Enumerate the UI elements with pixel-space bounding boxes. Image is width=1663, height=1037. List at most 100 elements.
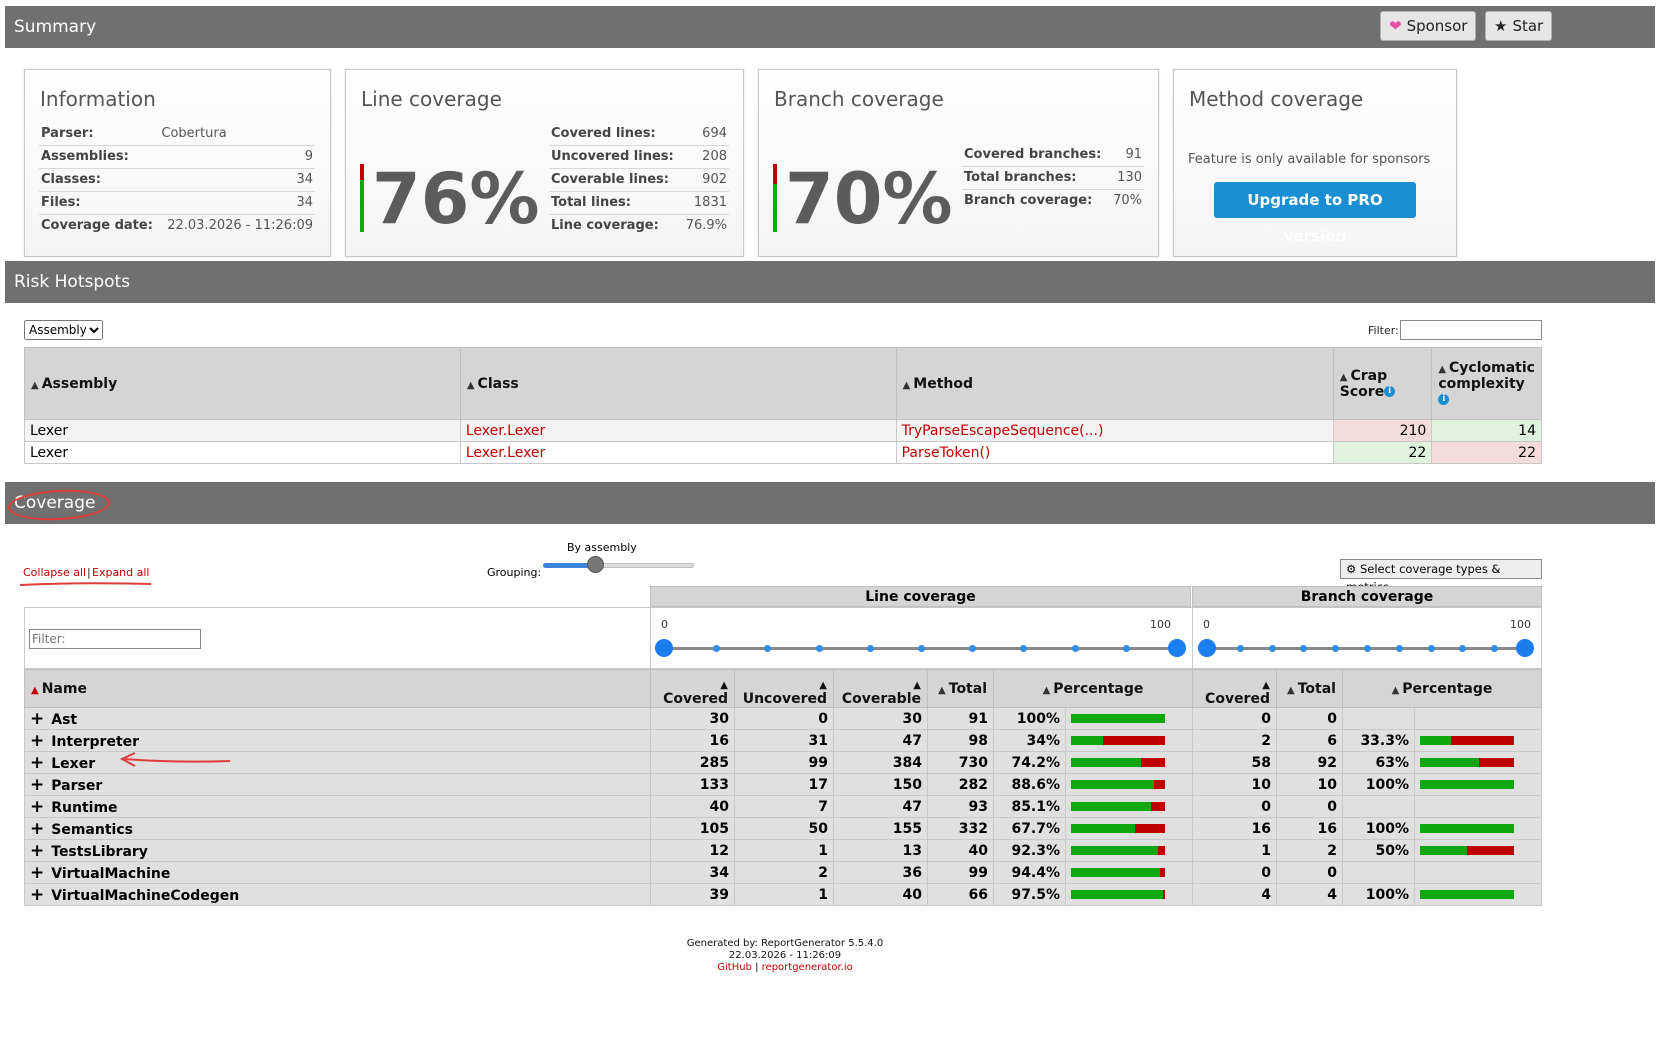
col-branch-percentage[interactable]: ▲︎ Percentage xyxy=(1341,669,1543,708)
info-value: 22.03.2026 - 11:26:09 xyxy=(167,218,313,234)
reportgenerator-link[interactable]: reportgenerator.io xyxy=(761,962,853,973)
sort-icon: ▲︎ xyxy=(819,680,827,691)
branch-coverage-bar xyxy=(1420,890,1515,899)
expand-plus-icon[interactable]: + xyxy=(30,884,45,905)
info-icon[interactable]: i xyxy=(1384,386,1396,397)
branch-coverage-bar-fill xyxy=(1420,780,1515,789)
coverage-row[interactable]: + Parser 133 17 150 282 88.6% 10 10 100% xyxy=(24,773,1542,796)
col-cyclomatic[interactable]: ▲︎ Cyclomatic complexity i xyxy=(1431,347,1542,420)
expand-plus-icon[interactable]: + xyxy=(30,818,45,839)
col-assembly[interactable]: ▲︎ Assembly xyxy=(24,347,461,420)
branch-range-min-handle[interactable] xyxy=(1198,639,1216,657)
coverage-filter-input[interactable] xyxy=(29,629,201,649)
range-tick-dot xyxy=(1427,645,1435,652)
expand-plus-icon[interactable]: + xyxy=(30,752,45,773)
risk-class-link[interactable]: Lexer.Lexer xyxy=(459,441,897,464)
expand-plus-icon[interactable]: + xyxy=(30,708,45,729)
coverage-bar xyxy=(1071,780,1166,789)
info-key: Coverage date: xyxy=(41,218,153,234)
coverage-name-cell[interactable]: + Parser xyxy=(24,773,651,796)
col-total[interactable]: ▲︎ Total xyxy=(927,669,994,708)
coverage-row[interactable]: + VirtualMachine 34 2 36 99 94.4% 0 0 xyxy=(24,861,1542,884)
line-coverage-table: Covered lines: 694 Uncovered lines: 208 Co… xyxy=(549,122,729,237)
information-table: Parser: Cobertura Assemblies: 9 Classes: 34… xyxy=(39,122,315,237)
branch-coverage-bar-fill xyxy=(1420,846,1468,855)
coverage-name-cell[interactable]: + Ast xyxy=(24,707,651,730)
branch-range-max-handle[interactable] xyxy=(1516,639,1534,657)
footer-links: GitHub | reportgenerator.io xyxy=(5,962,1565,974)
risk-filter-input[interactable] xyxy=(1400,320,1542,340)
star-label: Star xyxy=(1512,17,1544,35)
col-method[interactable]: ▲︎ Method xyxy=(895,347,1334,420)
expand-all-link[interactable]: Expand all xyxy=(92,566,150,579)
info-value: 34 xyxy=(159,191,315,215)
coverable-cell: 384 xyxy=(833,751,928,774)
coverage-row[interactable]: + VirtualMachineCodegen 39 1 40 66 97.5% 4 4 100% xyxy=(24,883,1542,906)
coverage-row[interactable]: + Semantics 105 50 155 332 67.7% 16 16 100% xyxy=(24,817,1542,840)
col-branch-total[interactable]: ▲︎ Total xyxy=(1275,669,1343,708)
star-button[interactable]: ★ Star xyxy=(1485,11,1553,41)
assembly-name: TestsLibrary xyxy=(51,843,148,860)
expand-plus-icon[interactable]: + xyxy=(30,730,45,751)
coverable-cell: 150 xyxy=(833,773,928,796)
col-crap-score[interactable]: ▲︎ Crap Score i xyxy=(1332,347,1433,420)
branch-total-cell: 0 xyxy=(1275,861,1343,884)
branch-coverage-bar xyxy=(1420,736,1515,745)
line-range-max: 100 xyxy=(1150,618,1171,631)
info-value: Cobertura xyxy=(159,122,315,146)
assembly-name: VirtualMachine xyxy=(51,865,171,882)
coverage-name-cell[interactable]: + Runtime xyxy=(24,795,651,818)
sort-icon: ▲︎ xyxy=(1042,684,1051,696)
expand-plus-icon[interactable]: + xyxy=(30,796,45,817)
risk-grouping-select[interactable]: Assembly xyxy=(24,320,103,340)
total-cell: 93 xyxy=(927,795,994,818)
sort-icon: ▲︎ xyxy=(902,379,911,391)
select-coverage-types-button[interactable]: ⚙ Select coverage types & metrics xyxy=(1340,559,1542,594)
github-link[interactable]: GitHub xyxy=(717,962,752,973)
branch-percentage-cell: 63% xyxy=(1341,751,1416,774)
col-class[interactable]: ▲︎ Class xyxy=(459,347,897,420)
coverage-row[interactable]: + Runtime 40 7 47 93 85.1% 0 0 xyxy=(24,795,1542,818)
coverage-row[interactable]: + Interpreter 16 31 47 98 34% 2 6 33.3% xyxy=(24,729,1542,752)
risk-method-link[interactable]: TryParseEscapeSequence(...) xyxy=(895,419,1334,442)
collapse-all-link[interactable]: Collapse all xyxy=(23,566,87,579)
col-percentage[interactable]: ▲︎ Percentage xyxy=(993,669,1193,708)
coverage-name-cell[interactable]: + VirtualMachineCodegen xyxy=(24,883,651,906)
info-value: 34 xyxy=(159,168,315,192)
sponsor-button[interactable]: ❤ Sponsor xyxy=(1380,11,1477,41)
star-icon: ★ xyxy=(1494,17,1508,35)
expand-plus-icon[interactable]: + xyxy=(30,774,45,795)
coverage-row[interactable]: + Lexer 285 99 384 730 74.2% 58 92 63% xyxy=(24,751,1542,774)
grouping-slider-handle[interactable] xyxy=(587,556,604,573)
upgrade-pro-button[interactable]: Upgrade to PRO version xyxy=(1214,182,1416,245)
sort-asc-icon: ▲ xyxy=(31,684,39,696)
col-branch-covered[interactable]: ▲︎ Covered xyxy=(1191,669,1277,708)
info-icon[interactable]: i xyxy=(1438,394,1450,405)
line-range-min-handle[interactable] xyxy=(655,639,673,657)
uncovered-cell: 31 xyxy=(734,729,834,752)
risk-method-link[interactable]: ParseToken() xyxy=(895,441,1334,464)
expand-plus-icon[interactable]: + xyxy=(30,840,45,861)
branch-bar-cell xyxy=(1414,817,1542,840)
assembly-name: Parser xyxy=(51,777,103,794)
col-covered[interactable]: ▲︎ Covered xyxy=(650,669,735,708)
coverage-name-cell[interactable]: + TestsLibrary xyxy=(24,839,651,862)
covered-cell: 285 xyxy=(650,751,735,774)
method-coverage-note: Feature is only available for sponsors xyxy=(1188,152,1431,167)
expand-plus-icon[interactable]: + xyxy=(30,862,45,883)
risk-class-link[interactable]: Lexer.Lexer xyxy=(459,419,897,442)
coverage-name-cell[interactable]: + Semantics xyxy=(24,817,651,840)
coverage-row[interactable]: + Ast 30 0 30 91 100% 0 0 xyxy=(24,707,1542,730)
coverage-row[interactable]: + TestsLibrary 12 1 13 40 92.3% 1 2 50% xyxy=(24,839,1542,862)
covered-cell: 40 xyxy=(650,795,735,818)
coverage-name-cell[interactable]: + Interpreter xyxy=(24,729,651,752)
col-covered-label: Covered xyxy=(663,691,728,707)
divider xyxy=(1192,607,1193,669)
branch-key: Branch coverage: xyxy=(964,193,1093,209)
coverage-name-cell[interactable]: + VirtualMachine xyxy=(24,861,651,884)
col-uncovered[interactable]: ▲︎ Uncovered xyxy=(734,669,834,708)
col-name[interactable]: ▲ Name xyxy=(24,669,651,708)
col-coverable[interactable]: ▲︎ Coverable xyxy=(833,669,928,708)
line-range-max-handle[interactable] xyxy=(1168,639,1186,657)
footer-generated-by: Generated by: ReportGenerator 5.5.4.0 xyxy=(686,938,884,949)
